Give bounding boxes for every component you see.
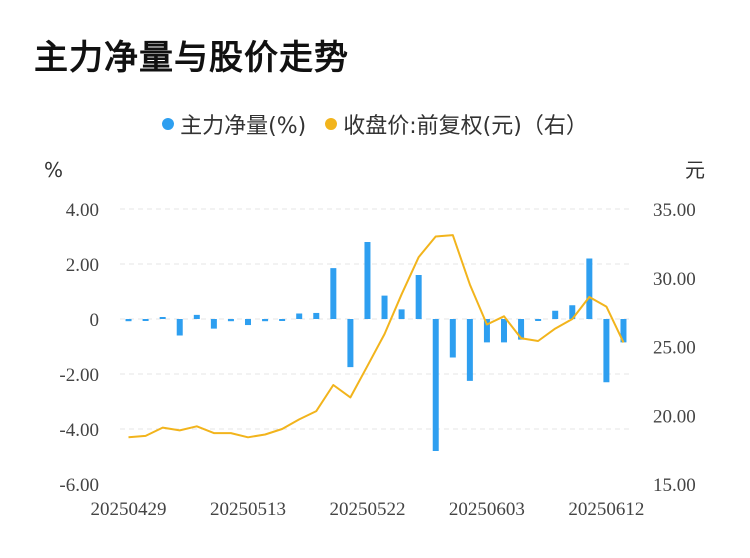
net-volume-bar	[347, 319, 354, 368]
net-volume-bar	[518, 319, 525, 340]
net-volume-bar	[586, 258, 593, 319]
net-volume-bar	[125, 319, 132, 322]
left-tick-label: 0	[90, 310, 100, 331]
net-volume-bar	[432, 319, 439, 451]
right-axis-ticks: 35.00 30.00 25.00 20.00 15.00	[653, 200, 696, 496]
legend-item-close-price[interactable]: 收盘价:前复权(元)（右）	[325, 108, 588, 140]
net-volume-bar	[501, 319, 507, 343]
x-tick-label: 20250522	[329, 499, 405, 520]
right-axis-unit: 元	[685, 158, 705, 182]
legend-item-net-volume[interactable]: 主力净量(%)	[162, 108, 306, 140]
left-axis-unit: %	[44, 158, 63, 182]
x-tick-label: 20250429	[91, 499, 167, 520]
net-volume-bar	[176, 319, 183, 336]
net-volume-bar	[313, 312, 320, 319]
legend-dot-bar-icon	[162, 118, 175, 130]
net-volume-bar	[466, 319, 473, 381]
left-axis-ticks: 4.00 2.00 0 -2.00 -4.00 -6.00	[59, 200, 99, 496]
legend: 主力净量(%) 收盘价:前复权(元)（右）	[0, 108, 750, 140]
bar-series	[125, 242, 627, 451]
net-volume-bar	[569, 305, 576, 319]
net-volume-bar	[142, 319, 149, 321]
left-tick-label: -6.00	[59, 475, 99, 496]
net-volume-bar	[227, 319, 234, 322]
left-tick-label: 2.00	[66, 255, 99, 276]
net-volume-bar	[483, 319, 490, 343]
left-tick-label: -4.00	[59, 420, 99, 441]
x-tick-label: 20250513	[210, 499, 286, 520]
net-volume-bar	[449, 319, 456, 358]
line-series	[128, 234, 625, 439]
net-volume-bar	[364, 242, 371, 319]
left-tick-label: -2.00	[59, 365, 99, 386]
right-tick-label: 20.00	[653, 406, 696, 427]
legend-label-net-volume: 主力净量(%)	[180, 114, 307, 139]
net-volume-bar	[296, 313, 303, 319]
net-volume-bar	[245, 319, 251, 326]
net-volume-bar	[279, 319, 286, 321]
net-volume-bar	[210, 319, 217, 329]
legend-label-close-price: 收盘价:前复权(元)（右）	[343, 114, 588, 139]
right-tick-label: 25.00	[653, 338, 696, 359]
net-volume-bar	[552, 310, 559, 319]
net-volume-bar	[535, 319, 542, 321]
chart-title: 主力净量与股价走势	[34, 38, 349, 78]
net-volume-bar	[603, 319, 610, 383]
net-volume-bar	[398, 309, 405, 319]
right-tick-label: 15.00	[653, 475, 696, 496]
close-price-line	[128, 234, 625, 439]
net-volume-bar	[330, 268, 337, 319]
x-tick-label: 20250603	[449, 499, 525, 520]
net-volume-bar	[159, 317, 166, 319]
net-volume-bar	[381, 295, 388, 319]
net-volume-bar	[415, 275, 422, 319]
right-tick-label: 30.00	[653, 269, 696, 290]
net-volume-bar	[193, 314, 200, 319]
x-axis-ticks: 20250429 20250513 20250522 20250603 20250612	[91, 499, 645, 520]
net-volume-bar	[620, 319, 627, 343]
legend-dot-line-icon	[325, 118, 338, 130]
x-tick-label: 20250612	[568, 499, 644, 520]
right-tick-label: 35.00	[653, 200, 696, 221]
net-volume-bar	[262, 319, 269, 322]
left-tick-label: 4.00	[66, 200, 99, 221]
